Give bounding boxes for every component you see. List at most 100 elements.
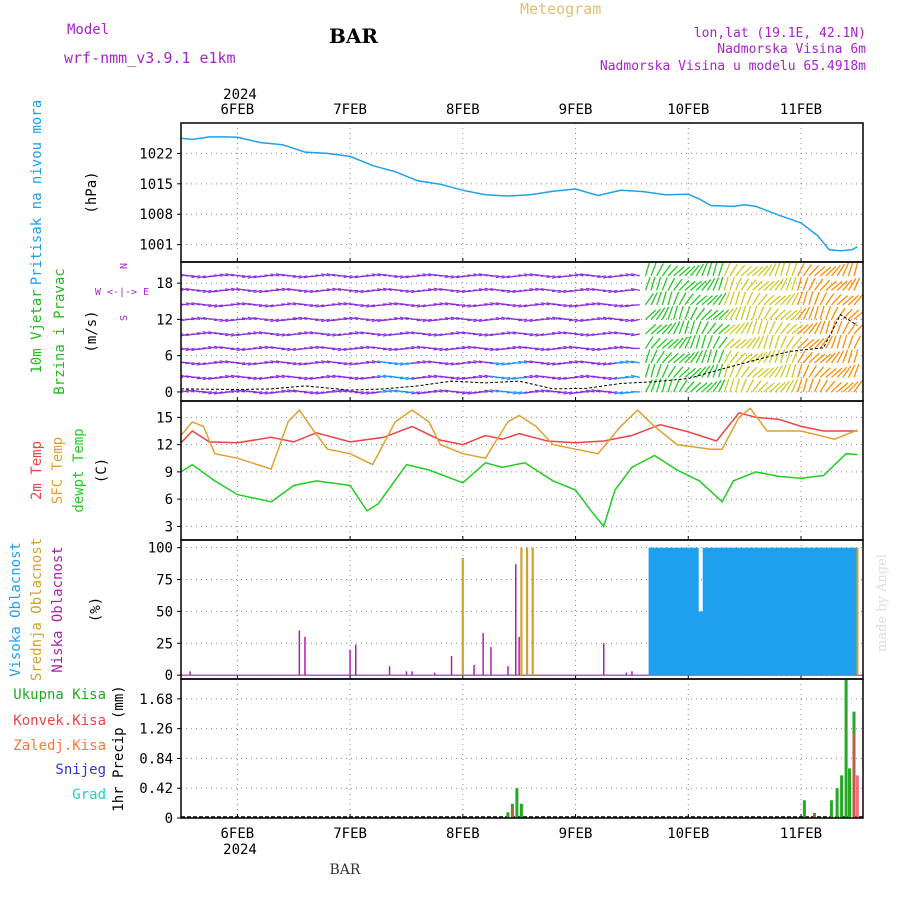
wind-barb bbox=[735, 364, 743, 378]
wind-unit-label: (m/s) bbox=[84, 310, 100, 352]
cloud-bar bbox=[824, 547, 830, 676]
wind-barb bbox=[382, 333, 392, 337]
wind-barb bbox=[836, 382, 849, 393]
wind-barb bbox=[523, 375, 533, 379]
cloud-bar bbox=[653, 547, 659, 676]
panel-wind: 0 6 12 18 10m Vjetar Brzina i Pravac (m/s) N W <… bbox=[29, 261, 864, 402]
wind-barb bbox=[602, 275, 612, 279]
wind-barb bbox=[797, 291, 804, 306]
wind-barb bbox=[247, 289, 257, 292]
wind-barb bbox=[399, 390, 409, 393]
wind-barb bbox=[802, 351, 813, 364]
wind-barb bbox=[701, 349, 708, 364]
cloud-bar bbox=[433, 672, 436, 676]
wind-barb bbox=[802, 338, 815, 349]
wind-barb bbox=[433, 287, 443, 292]
wind-barb bbox=[484, 389, 494, 393]
wind-barb bbox=[568, 332, 578, 335]
wind-barb bbox=[718, 363, 724, 378]
wind-barb bbox=[723, 308, 734, 320]
wind-barb bbox=[769, 295, 781, 306]
wind-barb bbox=[382, 361, 392, 364]
wind-barb bbox=[706, 335, 714, 349]
wind-barb bbox=[644, 323, 657, 335]
wind-barb bbox=[444, 275, 454, 279]
wind-barb bbox=[275, 333, 285, 337]
wind-barb bbox=[518, 345, 528, 350]
wind-barb bbox=[814, 337, 825, 349]
wind-barb bbox=[853, 364, 860, 378]
cloud-bar bbox=[515, 564, 517, 676]
wind-barb bbox=[253, 347, 263, 350]
wind-barb bbox=[196, 332, 206, 335]
top-day-label: 10FEB bbox=[667, 102, 709, 118]
wind-barb bbox=[405, 391, 415, 394]
wind-barb bbox=[535, 347, 545, 351]
wind-barb bbox=[644, 276, 651, 291]
wind-barb bbox=[191, 317, 201, 321]
wind-barb bbox=[678, 353, 691, 364]
wind-barb bbox=[729, 291, 735, 306]
wind-barb bbox=[523, 333, 533, 336]
plot-area-pressure bbox=[181, 136, 858, 252]
wind-barb bbox=[405, 347, 415, 350]
cloud-bar bbox=[783, 547, 789, 676]
wind-barb bbox=[472, 333, 483, 336]
wind-barb bbox=[225, 273, 235, 277]
wind-barb bbox=[388, 389, 398, 393]
wind-barb bbox=[740, 365, 751, 378]
wind-barb bbox=[185, 389, 195, 393]
wind-barb bbox=[343, 289, 353, 292]
precip-ylabel: 1hr Precip (mm) bbox=[111, 685, 127, 811]
wind-barb bbox=[757, 280, 770, 291]
wind-barb bbox=[484, 347, 494, 351]
y-tick-label: 1008 bbox=[139, 207, 173, 223]
wind-barb bbox=[484, 303, 494, 306]
wind-barb bbox=[523, 360, 533, 364]
wind-barb bbox=[534, 389, 545, 393]
wind-barb bbox=[281, 374, 291, 379]
cloud-bar bbox=[189, 671, 191, 676]
wind-barb bbox=[551, 331, 561, 335]
bottom-day-label: 8FEB bbox=[446, 826, 480, 842]
wind-barb bbox=[467, 360, 477, 364]
product-title: Meteogram bbox=[520, 0, 601, 18]
cloud-bar bbox=[838, 547, 843, 676]
precip-bar bbox=[840, 775, 844, 818]
bottom-day-label: 10FEB bbox=[667, 826, 709, 842]
wind-barb bbox=[734, 291, 741, 306]
wind-barb bbox=[591, 347, 601, 352]
wind-barb bbox=[723, 378, 730, 393]
wind-barb bbox=[326, 273, 336, 277]
wind-barb bbox=[825, 280, 837, 291]
wind-barb bbox=[802, 364, 810, 378]
wind-barb bbox=[853, 262, 859, 277]
wind-barb bbox=[797, 263, 805, 277]
wind-barb bbox=[236, 362, 246, 365]
wind-barb bbox=[763, 334, 769, 349]
wind-barb bbox=[644, 293, 654, 306]
wind-barb bbox=[281, 333, 291, 337]
wind-barb bbox=[740, 278, 750, 291]
wind-barb bbox=[690, 294, 701, 306]
wind-barb bbox=[230, 333, 240, 337]
wind-barb bbox=[814, 353, 826, 364]
wind-barb bbox=[501, 390, 511, 393]
wind-barb bbox=[253, 376, 263, 381]
cloud-unit-label: (%) bbox=[88, 597, 104, 622]
precip-bar bbox=[813, 814, 816, 818]
wind-barb bbox=[791, 276, 797, 291]
wind-barb bbox=[326, 374, 336, 379]
wind-barb bbox=[853, 293, 863, 306]
panel-temperature: 3 6 9 12 15 2m Temp SFC Temp dewpt Temp (C) bbox=[29, 400, 864, 541]
cloud-bar bbox=[743, 547, 749, 676]
wind-barb bbox=[529, 288, 539, 292]
wind-barb bbox=[196, 390, 206, 393]
wind-barb bbox=[802, 306, 811, 320]
cloud-bar bbox=[734, 547, 740, 676]
wind-barb bbox=[506, 376, 516, 381]
wind-barb bbox=[785, 379, 795, 393]
bottom-day-label: 6FEB bbox=[221, 826, 255, 842]
wind-barb bbox=[422, 375, 432, 379]
wind-barb bbox=[842, 308, 853, 320]
